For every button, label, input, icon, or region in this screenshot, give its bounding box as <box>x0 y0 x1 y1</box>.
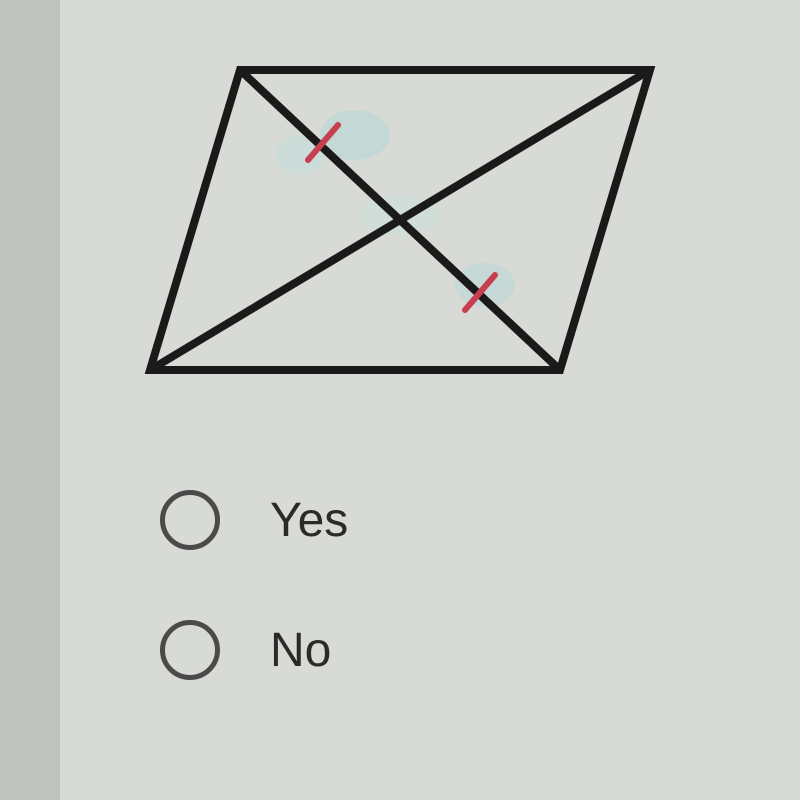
option-yes: Yes <box>160 490 760 550</box>
answer-options: Yes No <box>160 490 760 680</box>
option-no-label: No <box>270 623 331 678</box>
radio-yes[interactable] <box>160 490 220 550</box>
diagram-svg <box>140 50 680 410</box>
option-no: No <box>160 620 760 680</box>
left-edge-strip <box>0 0 60 800</box>
option-yes-label: Yes <box>270 493 348 548</box>
parallelogram-diagram <box>140 50 680 410</box>
content-area: Yes No <box>60 0 800 800</box>
radio-no[interactable] <box>160 620 220 680</box>
